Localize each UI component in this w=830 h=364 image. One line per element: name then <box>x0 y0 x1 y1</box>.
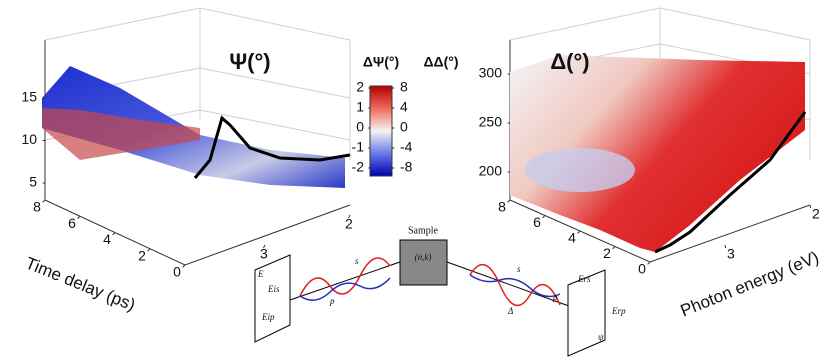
tick-label: 3 <box>260 246 268 262</box>
tick-label: 2 <box>812 206 820 222</box>
tick-label: -2 <box>352 159 365 175</box>
tick-label: 8 <box>498 199 506 215</box>
tick-mark <box>612 246 616 250</box>
tick-mark <box>647 261 651 265</box>
tick-mark <box>147 248 151 252</box>
wave-label: Erp <box>611 306 626 316</box>
wave-label: Eis <box>267 284 280 294</box>
tick-label: 6 <box>68 215 76 231</box>
tick-label: 10 <box>21 131 37 147</box>
wave-label: E <box>257 269 264 279</box>
tick-label: 0 <box>173 264 181 280</box>
tick-label: 4 <box>103 231 111 247</box>
tick-label: 4 <box>400 99 408 115</box>
tick-label: 2 <box>356 79 364 95</box>
tick-label: 4 <box>568 230 576 246</box>
tick-label: 300 <box>479 65 503 81</box>
sample-label: Sample <box>408 225 439 236</box>
tick-label: 15 <box>21 89 37 105</box>
tick-label: -8 <box>400 159 413 175</box>
wave-label: s <box>355 256 359 266</box>
tick-mark <box>724 244 727 249</box>
tick-label: 0 <box>356 119 364 135</box>
tick-label: 8 <box>400 79 408 95</box>
tick-label: -4 <box>400 139 413 155</box>
tick-mark <box>182 264 186 268</box>
colorbar-label: ΔΨ(°) <box>363 54 399 70</box>
sample-params: (n,k) <box>415 252 432 262</box>
tick-mark <box>809 204 812 209</box>
psi-surface <box>42 66 351 188</box>
wave-label: Δ <box>507 306 513 316</box>
tick-mark <box>577 230 581 234</box>
x-axis-label: Time delay (ps) <box>23 253 138 314</box>
tick-label: 2 <box>138 247 146 263</box>
tick-mark <box>507 199 511 203</box>
tick-label: 2 <box>345 216 353 232</box>
colorbar <box>369 85 393 177</box>
wave-label: Ers <box>577 274 591 284</box>
tick-label: 5 <box>29 174 37 190</box>
tick-mark <box>542 215 546 219</box>
tick-label: 2 <box>603 245 611 261</box>
tick-mark <box>112 232 116 236</box>
wave-label: s <box>517 264 521 274</box>
wave-label: Eip <box>261 312 275 322</box>
tick-label: 6 <box>533 214 541 230</box>
tick-label: 0 <box>638 261 646 277</box>
tick-label: 8 <box>33 199 41 215</box>
y-axis-label: Photon energy (eV) <box>678 248 822 321</box>
plot-title: Ψ(°) <box>229 49 270 74</box>
tick-label: 200 <box>479 163 503 179</box>
wave-label: p <box>552 292 558 302</box>
plot-title: Δ(°) <box>550 49 589 74</box>
tick-label: 3 <box>727 246 735 262</box>
delta-surface <box>510 55 807 254</box>
tick-label: 0 <box>400 119 408 135</box>
wave-label: p <box>329 296 335 306</box>
tick-label: 1 <box>356 99 364 115</box>
tick-mark <box>348 214 351 219</box>
diagram <box>254 239 606 357</box>
tick-mark <box>77 215 81 220</box>
tick-label: 250 <box>479 114 503 130</box>
colorbar-label: ΔΔ(°) <box>423 54 458 70</box>
tick-mark <box>42 199 46 203</box>
tick-label: -1 <box>352 139 365 155</box>
tick-mark <box>263 244 266 249</box>
wave-label: ψ <box>598 332 604 342</box>
